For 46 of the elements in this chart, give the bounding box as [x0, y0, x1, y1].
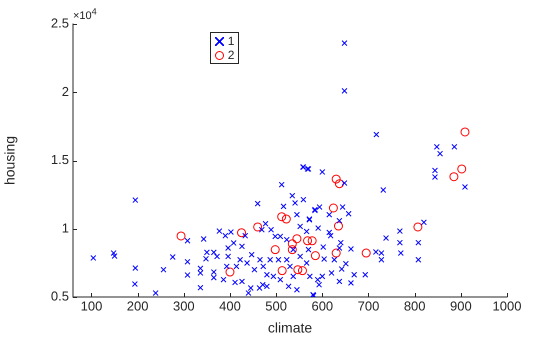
point	[334, 179, 344, 188]
y-tick-label: 0.5	[50, 288, 69, 304]
point	[328, 204, 338, 212]
point	[288, 245, 297, 254]
y-axis-title: housing	[1, 136, 18, 186]
point	[253, 222, 262, 232]
point	[413, 222, 422, 232]
x-tick-label: 1000	[492, 298, 522, 314]
point	[332, 174, 341, 184]
point	[460, 127, 470, 136]
point	[225, 268, 234, 277]
point	[362, 248, 371, 258]
x-tick-label: 400	[219, 298, 241, 314]
x-tick-label: 100	[80, 298, 102, 314]
point	[270, 245, 280, 254]
y-tick-label: 2.5	[50, 16, 69, 31]
y-tick-label: 1	[62, 220, 69, 236]
x-tick-label: 500	[265, 298, 287, 314]
point	[293, 265, 302, 274]
point	[278, 266, 287, 276]
x-tick-label: 700	[358, 298, 380, 314]
point	[308, 236, 317, 246]
point	[449, 172, 458, 182]
point	[332, 248, 341, 258]
point	[277, 212, 286, 222]
point	[298, 266, 307, 276]
point	[457, 164, 466, 174]
legend-label: 2	[228, 48, 234, 62]
text: ×10$^{4}$	[73, 6, 97, 22]
legend-label: 1	[228, 34, 234, 48]
x-tick-label: 600	[311, 298, 334, 314]
point	[303, 236, 312, 246]
point	[288, 239, 297, 248]
point	[310, 251, 320, 260]
x-tick-label: 300	[172, 298, 195, 314]
x-tick-label: 800	[404, 298, 426, 314]
point	[334, 222, 343, 231]
y-tick-label: 2	[62, 84, 69, 99]
point	[282, 214, 291, 224]
point	[237, 228, 246, 238]
x-tick-label: 900	[450, 298, 472, 314]
point	[292, 234, 302, 244]
y-tick-label: 1.5	[50, 152, 69, 168]
x-tick-label: 200	[126, 298, 148, 314]
x-axis-title: climate	[268, 319, 312, 336]
point	[176, 231, 186, 240]
